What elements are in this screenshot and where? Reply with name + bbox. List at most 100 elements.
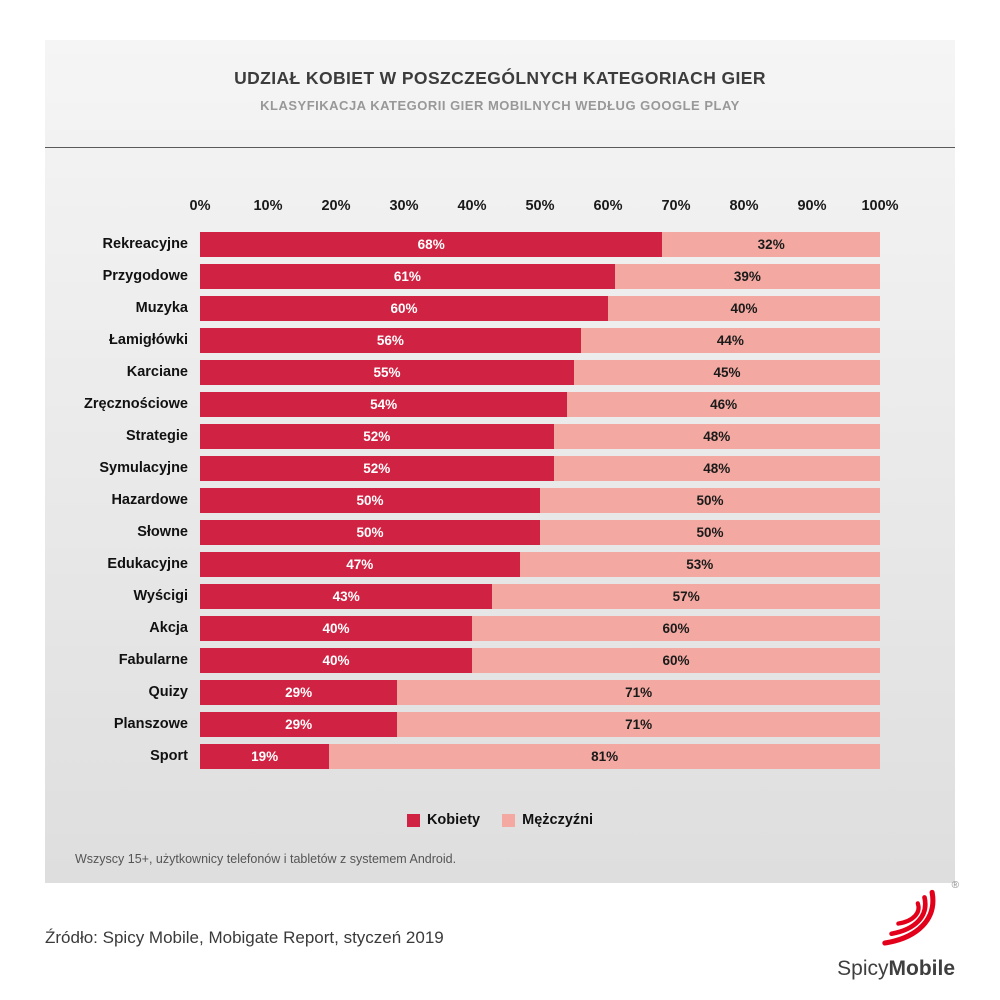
- bar-segment-kobiety: 47%: [200, 551, 520, 577]
- chart-row: Fabularne 40% 60%: [45, 644, 955, 676]
- bar-track: 29% 71%: [200, 679, 880, 705]
- legend-swatch: [406, 813, 420, 827]
- x-tick: 70%: [661, 198, 691, 214]
- legend-label: Mężczyźni: [522, 812, 594, 828]
- x-tick: 0%: [189, 198, 211, 214]
- x-tick: 40%: [457, 198, 487, 214]
- category-label: Przygodowe: [102, 268, 188, 284]
- chart-row: Quizy 29% 71%: [45, 676, 955, 708]
- brand-logo: ® SpicyMobile: [815, 880, 959, 981]
- category-label: Sport: [150, 748, 188, 764]
- x-tick: 20%: [321, 198, 351, 214]
- category-label: Łamigłówki: [109, 332, 188, 348]
- chart-footnote: Wszyscy 15+, użytkownicy telefonów i tab…: [75, 852, 457, 866]
- chart-subtitle: KLASYFIKACJA KATEGORII GIER MOBILNYCH WE…: [260, 98, 740, 113]
- bar-track: 29% 71%: [200, 711, 880, 737]
- bar-segment-kobiety: 52%: [200, 423, 554, 449]
- bar-segment-mezczyzni: 81%: [329, 743, 880, 769]
- bar-segment-mezczyzni: 53%: [519, 551, 880, 577]
- bar-track: 40% 60%: [200, 615, 880, 641]
- bar-segment-kobiety: 50%: [200, 487, 540, 513]
- bar-segment-kobiety: 60%: [200, 295, 608, 321]
- x-tick: 50%: [525, 198, 555, 214]
- legend-item: Kobiety: [406, 812, 480, 828]
- brand-name: SpicyMobile: [815, 957, 955, 981]
- registered-mark: ®: [951, 880, 959, 891]
- x-tick: 30%: [389, 198, 419, 214]
- category-label: Planszowe: [113, 716, 188, 732]
- bar-segment-kobiety: 29%: [200, 679, 398, 705]
- bar-track: 19% 81%: [200, 743, 880, 769]
- bar-segment-mezczyzni: 50%: [540, 487, 880, 513]
- bar-track: 54% 46%: [200, 391, 880, 417]
- bar-segment-mezczyzni: 60%: [472, 615, 880, 641]
- bar-segment-kobiety: 40%: [200, 647, 472, 673]
- chart-row: Zręcznościowe 54% 46%: [45, 388, 955, 420]
- bar-segment-mezczyzni: 57%: [492, 583, 880, 609]
- bar-track: 61% 39%: [200, 263, 880, 289]
- category-label: Quizy: [148, 684, 188, 700]
- header-divider: [45, 147, 955, 148]
- category-label: Rekreacyjne: [102, 236, 188, 252]
- bar-track: 43% 57%: [200, 583, 880, 609]
- bar-track: 47% 53%: [200, 551, 880, 577]
- category-label: Fabularne: [118, 652, 188, 668]
- bar-segment-kobiety: 56%: [200, 327, 581, 353]
- category-label: Muzyka: [135, 300, 188, 316]
- chart-row: Strategie 52% 48%: [45, 420, 955, 452]
- bar-segment-mezczyzni: 40%: [608, 295, 880, 321]
- chart-row: Słowne 50% 50%: [45, 516, 955, 548]
- bar-segment-kobiety: 40%: [200, 615, 472, 641]
- x-axis-ticks: 0% 10% 20% 30% 40% 50% 60% 70% 80% 90% 100%: [190, 198, 899, 220]
- bar-segment-mezczyzni: 71%: [397, 679, 880, 705]
- chart-row: Planszowe 29% 71%: [45, 708, 955, 740]
- bar-track: 50% 50%: [200, 487, 880, 513]
- bar-segment-kobiety: 50%: [200, 519, 540, 545]
- category-label: Symulacyjne: [99, 460, 188, 476]
- chart-row: Hazardowe 50% 50%: [45, 484, 955, 516]
- bar-segment-mezczyzni: 39%: [614, 263, 880, 289]
- bar-segment-kobiety: 55%: [200, 359, 574, 385]
- bar-track: 50% 50%: [200, 519, 880, 545]
- bar-track: 40% 60%: [200, 647, 880, 673]
- bar-segment-mezczyzni: 60%: [472, 647, 880, 673]
- brand-name-first: Spicy: [837, 957, 889, 980]
- bar-segment-mezczyzni: 48%: [553, 423, 880, 449]
- chart-rows: Rekreacyjne 68% 32% Przygodowe 61% 39% Muzyka 6…: [45, 228, 955, 772]
- x-tick: 100%: [861, 198, 899, 214]
- chart-row: Łamigłówki 56% 44%: [45, 324, 955, 356]
- axis-spacer: [45, 198, 200, 220]
- bar-segment-kobiety: 68%: [200, 231, 663, 257]
- bar-segment-kobiety: 54%: [200, 391, 568, 417]
- x-tick: 10%: [253, 198, 283, 214]
- bar-track: 56% 44%: [200, 327, 880, 353]
- chart-row: Symulacyjne 52% 48%: [45, 452, 955, 484]
- chart-panel: UDZIAŁ KOBIET W POSZCZEGÓLNYCH KATEGORIA…: [45, 40, 955, 883]
- bar-segment-mezczyzni: 44%: [580, 327, 880, 353]
- bar-segment-mezczyzni: 71%: [397, 711, 880, 737]
- category-label: Edukacyjne: [107, 556, 188, 572]
- bar-segment-mezczyzni: 48%: [553, 455, 880, 481]
- chart-row: Muzyka 60% 40%: [45, 292, 955, 324]
- bar-segment-kobiety: 52%: [200, 455, 554, 481]
- chart-row: Akcja 40% 60%: [45, 612, 955, 644]
- bar-segment-kobiety: 19%: [200, 743, 330, 769]
- legend-swatch: [502, 813, 516, 827]
- category-label: Wyścigi: [133, 588, 188, 604]
- bar-track: 52% 48%: [200, 423, 880, 449]
- bar-segment-mezczyzni: 32%: [662, 231, 880, 257]
- legend: Kobiety Mężczyźni: [45, 812, 955, 828]
- x-tick: 60%: [593, 198, 623, 214]
- brand-name-second: Mobile: [888, 957, 956, 980]
- chart-row: Sport 19% 81%: [45, 740, 955, 772]
- bar-segment-kobiety: 29%: [200, 711, 398, 737]
- stacked-bar-chart: 0% 10% 20% 30% 40% 50% 60% 70% 80% 90% 100% Rekrea…: [45, 198, 955, 772]
- bar-segment-mezczyzni: 50%: [540, 519, 880, 545]
- bar-segment-kobiety: 43%: [200, 583, 493, 609]
- category-label: Hazardowe: [111, 492, 188, 508]
- x-tick: 80%: [729, 198, 759, 214]
- category-label: Karciane: [126, 364, 188, 380]
- chart-row: Rekreacyjne 68% 32%: [45, 228, 955, 260]
- bar-track: 55% 45%: [200, 359, 880, 385]
- bar-track: 52% 48%: [200, 455, 880, 481]
